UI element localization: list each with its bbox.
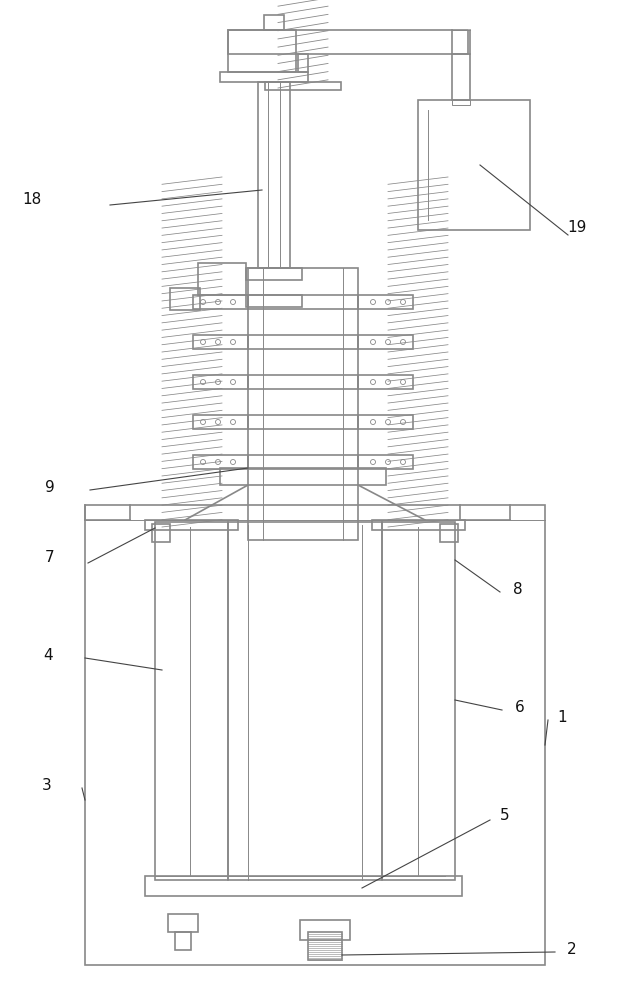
Bar bbox=[382, 522, 455, 880]
Text: 3: 3 bbox=[42, 778, 52, 792]
Bar bbox=[308, 932, 342, 960]
Bar bbox=[452, 100, 470, 105]
Bar bbox=[155, 522, 228, 880]
Bar bbox=[193, 335, 248, 349]
Bar bbox=[358, 455, 413, 469]
Bar bbox=[452, 54, 470, 100]
Bar bbox=[248, 415, 358, 429]
Bar bbox=[228, 522, 382, 880]
Bar bbox=[258, 82, 290, 268]
Text: 18: 18 bbox=[22, 192, 42, 208]
Bar bbox=[358, 375, 413, 389]
Bar bbox=[193, 455, 248, 469]
Text: 2: 2 bbox=[567, 942, 577, 958]
Text: 8: 8 bbox=[513, 582, 523, 597]
Bar bbox=[220, 468, 386, 485]
Bar bbox=[193, 415, 248, 429]
Bar bbox=[175, 932, 191, 950]
Text: 5: 5 bbox=[500, 808, 510, 822]
Bar bbox=[418, 100, 530, 230]
Text: 7: 7 bbox=[45, 550, 55, 566]
Bar bbox=[246, 268, 302, 280]
Text: 19: 19 bbox=[568, 221, 587, 235]
Bar bbox=[358, 335, 413, 349]
Bar bbox=[372, 520, 465, 530]
Text: 6: 6 bbox=[515, 700, 525, 716]
Bar bbox=[440, 524, 458, 542]
Bar bbox=[85, 505, 545, 965]
Bar bbox=[248, 268, 358, 540]
Bar bbox=[152, 524, 170, 542]
Bar bbox=[300, 920, 350, 940]
Bar bbox=[248, 335, 358, 349]
Bar bbox=[228, 30, 468, 54]
Bar bbox=[265, 82, 341, 90]
Bar bbox=[198, 263, 246, 295]
Bar bbox=[145, 520, 238, 530]
Bar bbox=[264, 15, 284, 30]
Bar bbox=[298, 54, 308, 72]
Bar bbox=[193, 295, 248, 309]
Bar bbox=[145, 876, 462, 896]
Bar bbox=[168, 914, 198, 932]
Bar bbox=[228, 30, 296, 72]
Bar bbox=[358, 295, 413, 309]
Text: 4: 4 bbox=[43, 648, 53, 662]
Bar bbox=[193, 375, 248, 389]
Bar bbox=[248, 455, 358, 469]
Bar bbox=[246, 295, 302, 307]
Bar bbox=[220, 72, 308, 82]
Bar bbox=[358, 415, 413, 429]
Text: 9: 9 bbox=[45, 481, 55, 495]
Bar bbox=[248, 295, 358, 309]
Text: 1: 1 bbox=[557, 710, 567, 724]
Bar bbox=[170, 288, 200, 310]
Bar bbox=[248, 375, 358, 389]
Bar bbox=[228, 522, 382, 880]
